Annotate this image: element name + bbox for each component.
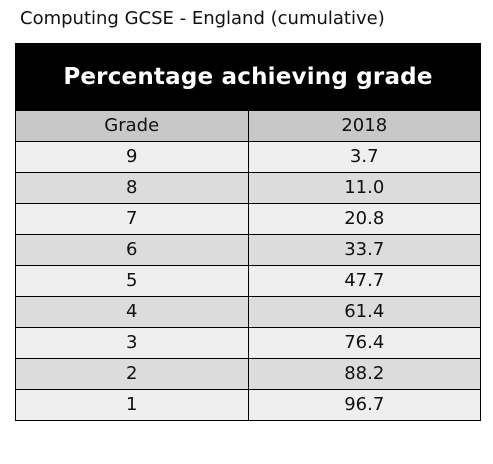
table-row: 5 47.7	[15, 265, 481, 297]
grade-cell: 6	[15, 234, 249, 266]
table-row: 2 88.2	[15, 358, 481, 390]
percentage-cell: 20.8	[247, 203, 481, 235]
percentage-cell: 11.0	[247, 172, 481, 204]
grade-cell: 9	[15, 141, 249, 173]
percentage-cell: 76.4	[247, 327, 481, 359]
grade-cell: 3	[15, 327, 249, 359]
grade-cell: 4	[15, 296, 249, 328]
percentage-cell: 88.2	[247, 358, 481, 390]
grade-cell: 1	[15, 389, 249, 421]
column-header-year: 2018	[247, 110, 481, 142]
percentage-cell: 33.7	[247, 234, 481, 266]
table-title: Percentage achieving grade	[15, 43, 481, 111]
table-row: 4 61.4	[15, 296, 481, 328]
table-row: 9 3.7	[15, 141, 481, 173]
table-body: Grade 2018 9 3.7 8 11.0 7 20.8 6 33.7 5 47.7 4 61.4…	[15, 110, 481, 421]
grade-cell: 5	[15, 265, 249, 297]
table-row: 8 11.0	[15, 172, 481, 204]
percentage-cell: 3.7	[247, 141, 481, 173]
table-row: 3 76.4	[15, 327, 481, 359]
table-row: 7 20.8	[15, 203, 481, 235]
table-title-row: Percentage achieving grade	[15, 43, 481, 111]
percentage-cell: 47.7	[247, 265, 481, 297]
figure-caption: Computing GCSE - England (cumulative)	[20, 8, 385, 29]
table-row: 6 33.7	[15, 234, 481, 266]
grade-cell: 2	[15, 358, 249, 390]
table-row: 1 96.7	[15, 389, 481, 421]
percentage-cell: 61.4	[247, 296, 481, 328]
percentage-cell: 96.7	[247, 389, 481, 421]
grade-cell: 8	[15, 172, 249, 204]
grade-cell: 7	[15, 203, 249, 235]
column-header-grade: Grade	[15, 110, 249, 142]
column-header-row: Grade 2018	[15, 110, 481, 142]
